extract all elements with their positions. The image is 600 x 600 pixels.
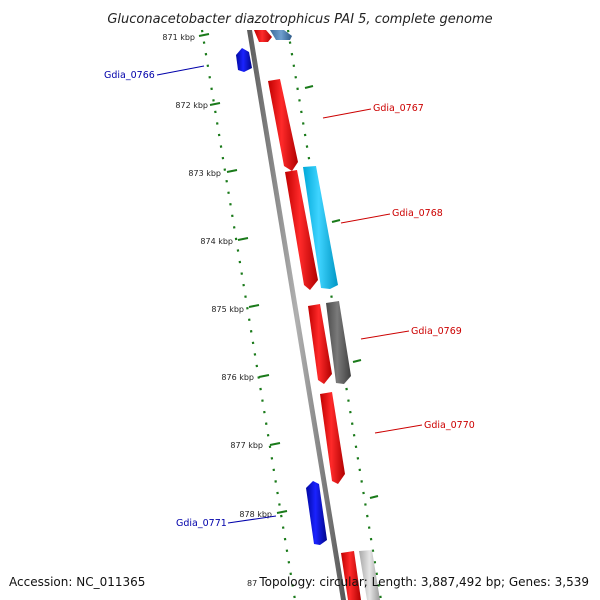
- topology-text: Topology: circular; Length: 3,887,492 bp…: [258, 575, 589, 589]
- tick-mark: [226, 169, 238, 173]
- map-title: Gluconacetobacter diazotrophicus PAI 5, …: [107, 12, 492, 27]
- outer-tick-mark: [352, 359, 362, 363]
- cropped-top-forward-gene: [254, 30, 272, 42]
- label-gdia-0771[interactable]: Gdia_0771: [176, 518, 227, 529]
- tick-label: 877 kbp: [230, 441, 263, 450]
- outer-dotted-track: [286, 29, 383, 600]
- callout-gdia-0771: [227, 515, 277, 524]
- gene-gdia-0767[interactable]: [268, 79, 298, 171]
- label-gdia-0769[interactable]: Gdia_0769: [411, 326, 462, 337]
- scale-ticks: 871 kbp 872 kbp 873 kbp 874 kbp 875 kbp …: [162, 33, 379, 519]
- accession-text: Accession: NC_011365: [9, 575, 145, 589]
- tick-mark: [209, 102, 221, 106]
- genome-backbone: [247, 30, 346, 600]
- cropped-bottom-neighbor-gene: [359, 550, 380, 600]
- inner-dotted-track: [200, 29, 297, 600]
- callout-gdia-0766: [156, 65, 205, 76]
- gene-gdia-0766[interactable]: [236, 48, 252, 72]
- callout-gdia-0767: [322, 108, 372, 119]
- label-gdia-0768[interactable]: Gdia_0768: [392, 208, 443, 219]
- callout-gdia-0770: [374, 424, 423, 434]
- outer-tick-mark: [331, 219, 341, 223]
- clipped-tick-label: 87: [247, 579, 257, 588]
- gene-labels: Gdia_0766 Gdia_0767 Gdia_0768 Gdia_0769 …: [104, 65, 475, 529]
- gene-gdia-0769[interactable]: [326, 301, 351, 384]
- gene-gdia-0768[interactable]: [303, 166, 338, 289]
- gene-red-inner-0768[interactable]: [285, 170, 318, 290]
- tick-label: 874 kbp: [200, 237, 233, 246]
- tick-mark: [248, 304, 260, 308]
- gene-gdia-0770[interactable]: [320, 392, 345, 484]
- outer-tick-mark: [369, 495, 379, 499]
- callout-gdia-0769: [360, 330, 410, 340]
- tick-mark: [269, 442, 281, 446]
- tick-mark: [276, 510, 288, 514]
- tick-label: 876 kbp: [221, 373, 254, 382]
- cropped-bottom-forward-gene: [341, 551, 361, 600]
- gene-red-inner-0769[interactable]: [308, 304, 332, 384]
- gene-gdia-0771[interactable]: [306, 481, 327, 545]
- label-gdia-0770[interactable]: Gdia_0770: [424, 420, 475, 431]
- cropped-top-neighbor-gene: [270, 30, 292, 40]
- label-gdia-0767[interactable]: Gdia_0767: [373, 103, 424, 114]
- tick-label: 878 kbp: [239, 510, 272, 519]
- tick-label: 875 kbp: [211, 305, 244, 314]
- tick-label: 871 kbp: [162, 33, 195, 42]
- tick-mark: [198, 33, 210, 37]
- tick-label: 872 kbp: [175, 101, 208, 110]
- label-gdia-0766[interactable]: Gdia_0766: [104, 70, 155, 81]
- outer-tick-mark: [304, 85, 314, 89]
- tick-mark: [237, 237, 249, 241]
- callout-gdia-0768: [340, 213, 391, 224]
- tick-label: 873 kbp: [188, 169, 221, 178]
- tick-mark: [258, 374, 270, 378]
